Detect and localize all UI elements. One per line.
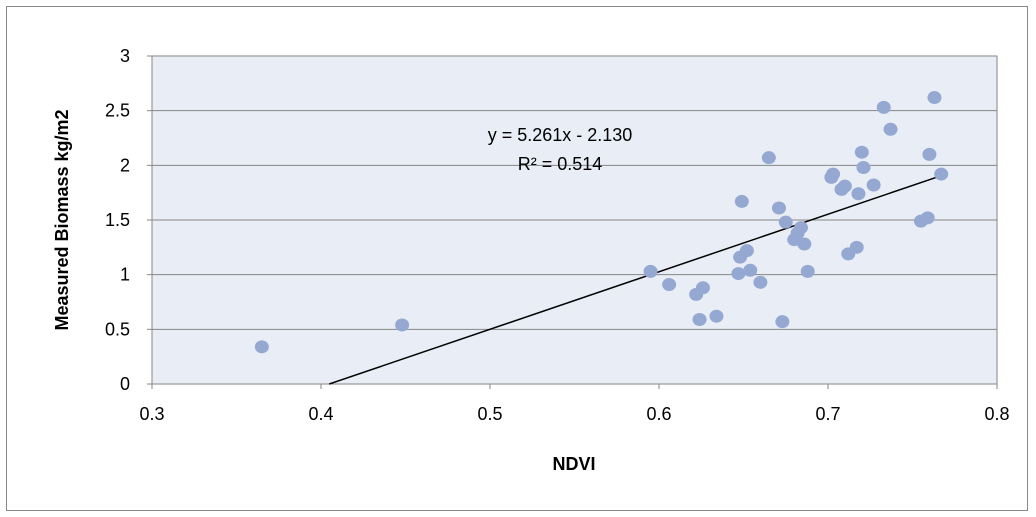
y-tick-label: 0.5 bbox=[105, 319, 130, 339]
data-point bbox=[775, 315, 790, 329]
data-point bbox=[837, 179, 852, 193]
data-point bbox=[695, 281, 710, 295]
data-point bbox=[851, 187, 866, 201]
data-point bbox=[662, 278, 677, 292]
y-tick-label: 1.5 bbox=[105, 210, 130, 230]
x-tick-labels: 0.3 0.4 0.5 0.6 0.7 0.8 bbox=[139, 404, 1009, 424]
data-point bbox=[793, 221, 808, 235]
data-point bbox=[734, 194, 749, 208]
y-tick-label: 2.5 bbox=[105, 101, 130, 121]
data-point bbox=[643, 264, 658, 278]
data-point bbox=[927, 91, 942, 105]
y-axis-title: Measured Biomass kg/m2 bbox=[52, 109, 72, 330]
data-point bbox=[771, 201, 786, 215]
x-tick-label: 0.5 bbox=[477, 404, 502, 424]
data-point bbox=[876, 100, 891, 114]
data-point bbox=[922, 147, 937, 161]
data-point bbox=[778, 215, 793, 229]
x-tick-label: 0.7 bbox=[815, 404, 840, 424]
x-tick-label: 0.4 bbox=[308, 404, 333, 424]
data-point bbox=[692, 312, 707, 326]
y-tick-label: 1 bbox=[120, 265, 130, 285]
data-point bbox=[761, 151, 776, 165]
x-tick-label: 0.3 bbox=[139, 404, 164, 424]
x-tick-label: 0.6 bbox=[646, 404, 671, 424]
y-tick-label: 0 bbox=[120, 374, 130, 394]
y-tick-labels: 0 0.5 1 1.5 2 2.5 3 bbox=[105, 46, 130, 394]
data-point bbox=[934, 167, 949, 181]
grid-lines bbox=[147, 55, 998, 389]
data-point bbox=[797, 237, 812, 251]
x-tick-label: 0.8 bbox=[984, 404, 1009, 424]
y-tick-label: 3 bbox=[120, 46, 130, 66]
data-point bbox=[739, 244, 754, 258]
data-point bbox=[854, 145, 869, 159]
r-squared-label: R² = 0.514 bbox=[518, 154, 603, 174]
x-axis-title: NDVI bbox=[552, 454, 595, 474]
y-tick-label: 2 bbox=[120, 155, 130, 175]
data-point bbox=[709, 309, 724, 323]
data-point bbox=[731, 267, 746, 281]
data-point bbox=[395, 318, 410, 332]
trendline bbox=[328, 174, 942, 385]
data-point bbox=[254, 340, 269, 354]
data-point bbox=[920, 211, 935, 225]
data-point bbox=[743, 263, 758, 277]
data-point bbox=[866, 178, 881, 192]
data-point bbox=[826, 167, 841, 181]
data-point bbox=[856, 161, 871, 175]
data-point bbox=[849, 240, 864, 254]
trendline-equation: y = 5.261x - 2.130 bbox=[488, 125, 633, 145]
data-point bbox=[883, 122, 898, 136]
data-point bbox=[753, 275, 768, 289]
data-points bbox=[254, 91, 949, 354]
data-point bbox=[800, 264, 815, 278]
